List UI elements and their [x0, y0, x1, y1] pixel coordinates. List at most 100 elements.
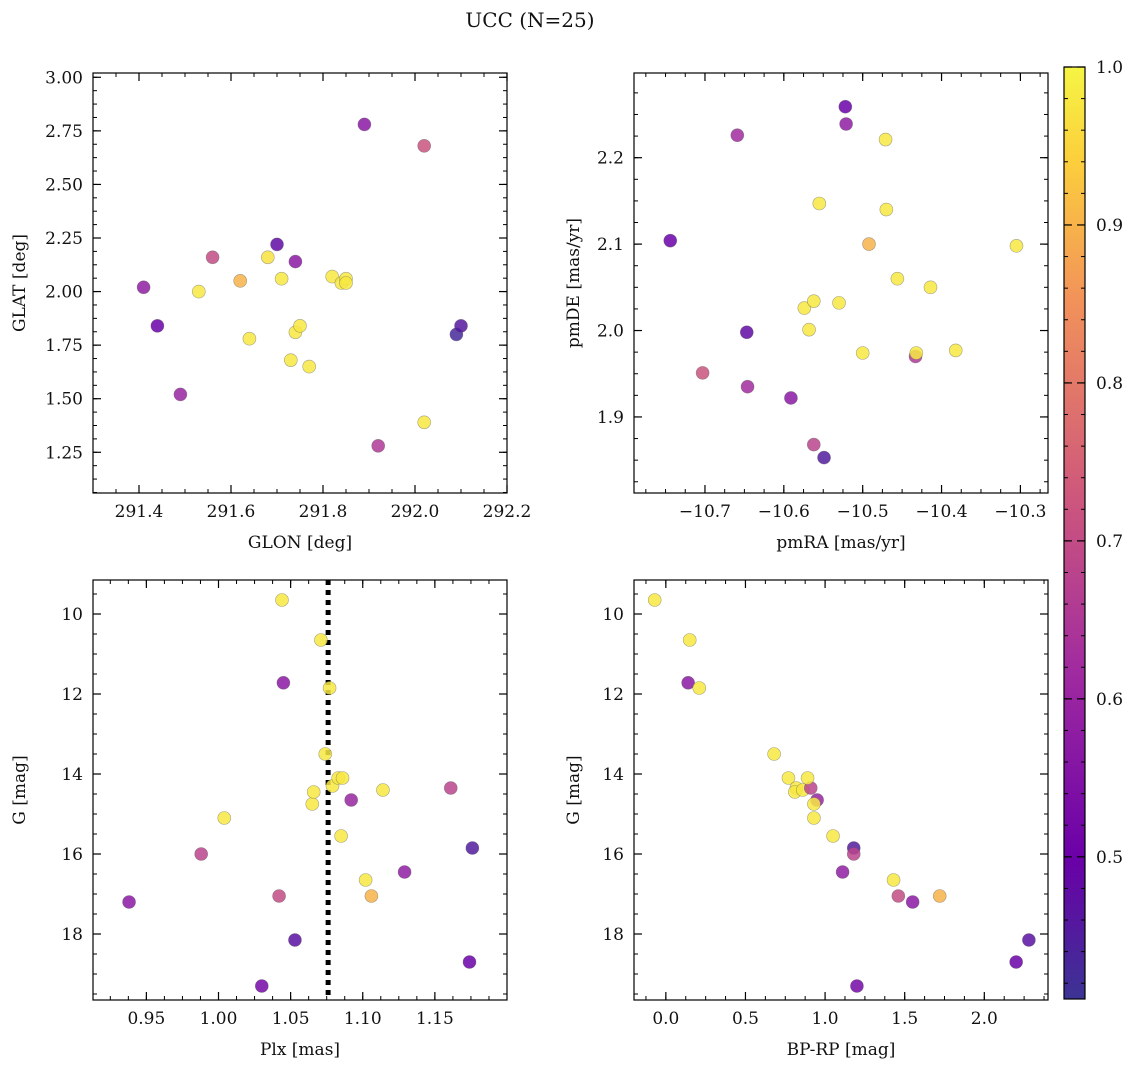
x-tick-label: 292.0 — [391, 502, 440, 522]
data-point — [357, 117, 372, 132]
y-tick-label: 2.25 — [45, 229, 83, 249]
data-point — [272, 889, 286, 903]
plot-frame — [92, 72, 508, 494]
data-point — [334, 829, 348, 843]
colorbar: 0.5 0.6 0.7 0.8 0.9 1.0 — [1063, 58, 1123, 1000]
data-point — [288, 254, 303, 269]
data-point — [838, 99, 853, 114]
data-point — [767, 747, 781, 761]
data-point — [302, 359, 317, 374]
colorbar-gradient — [1064, 67, 1085, 999]
figure-title: UCC (N=25) — [465, 8, 594, 32]
data-point — [663, 233, 678, 248]
data-point — [740, 379, 755, 394]
data-point — [891, 889, 906, 903]
data-point — [739, 325, 754, 340]
data-point — [260, 250, 275, 265]
y-tick-label: 12 — [602, 685, 624, 705]
data-point — [890, 271, 905, 286]
data-point — [443, 781, 458, 795]
data-point — [254, 979, 269, 993]
data-point — [886, 873, 901, 887]
data-point — [855, 346, 870, 360]
data-point — [807, 797, 821, 811]
colorbar-tick-label: 1.0 — [1096, 58, 1123, 78]
x-tick-label: 292.2 — [483, 502, 532, 522]
plot-frame — [633, 579, 1049, 1001]
data-point — [923, 280, 938, 295]
data-point — [322, 681, 337, 695]
data-point — [832, 296, 846, 310]
y-tick-label: 2.50 — [45, 175, 83, 195]
data-point — [692, 681, 707, 695]
data-point — [376, 783, 390, 797]
x-axis-label: pmRA [mas/yr] — [776, 533, 905, 553]
data-point — [862, 237, 876, 251]
y-tick-label: 2.00 — [45, 283, 83, 303]
y-tick-label: 2.0 — [597, 322, 624, 342]
y-tick-label: 12 — [61, 685, 83, 705]
data-point — [192, 284, 206, 299]
y-tick-label: 2.2 — [597, 149, 624, 169]
data-point — [417, 415, 432, 430]
data-point — [784, 391, 798, 405]
data-point — [454, 319, 468, 333]
data-point — [364, 889, 379, 903]
data-point — [878, 132, 893, 147]
data-point — [339, 276, 353, 290]
data-point — [932, 889, 947, 903]
colorbar-frame — [1063, 66, 1086, 1000]
data-point — [802, 322, 816, 337]
data-point — [274, 271, 289, 286]
data-point — [835, 865, 850, 879]
data-point — [846, 847, 861, 861]
data-point — [905, 895, 920, 909]
x-axis-label: BP-RP [mag] — [787, 1040, 896, 1060]
colorbar-tick-label: 0.9 — [1096, 216, 1123, 236]
data-point — [314, 633, 328, 647]
data-point — [695, 366, 710, 380]
data-point — [344, 793, 359, 807]
y-tick-label: 16 — [602, 845, 624, 865]
data-point — [293, 319, 307, 333]
y-tick-label: 3.00 — [45, 68, 83, 88]
data-point — [288, 933, 302, 947]
data-point — [797, 301, 812, 315]
y-axis-label: pmDE [mas/yr] — [564, 218, 584, 348]
x-tick-label: 1.5 — [891, 1009, 918, 1029]
y-tick-label: 1.75 — [45, 336, 83, 356]
data-point — [306, 785, 321, 799]
data-point — [275, 593, 289, 607]
data-point — [879, 202, 894, 217]
data-point — [371, 439, 386, 453]
data-point — [682, 633, 697, 647]
y-tick-label: 1.25 — [45, 443, 83, 463]
x-tick-label: 291.4 — [115, 502, 164, 522]
y-tick-label: 18 — [61, 925, 83, 945]
plot-frame — [92, 579, 508, 1001]
colorbar-tick-label: 0.8 — [1096, 374, 1123, 394]
data-point — [839, 117, 853, 131]
y-axis-label: G [mag] — [564, 755, 584, 824]
data-point — [417, 139, 432, 153]
data-point — [909, 346, 924, 360]
data-point — [217, 811, 232, 825]
scatter-panel-3: 0.95 1.00 1.05 1.10 1.15 10 12 14 16 18 Plx [mas] G… — [10, 579, 508, 1060]
colorbar-tick-label: 0.6 — [1096, 690, 1123, 710]
data-point — [1009, 955, 1023, 969]
data-point — [173, 387, 188, 402]
data-point — [806, 294, 821, 308]
plot-frame — [633, 72, 1049, 494]
data-point — [397, 865, 412, 879]
data-point — [465, 841, 480, 855]
data-point — [681, 675, 695, 690]
x-tick-label: −10.4 — [915, 502, 967, 522]
data-point — [335, 771, 350, 785]
data-point — [242, 331, 257, 346]
y-tick-label: 1.50 — [45, 390, 83, 410]
data-point — [948, 343, 963, 358]
data-point — [850, 979, 864, 993]
data-point — [270, 237, 284, 252]
y-tick-label: 10 — [602, 605, 624, 625]
